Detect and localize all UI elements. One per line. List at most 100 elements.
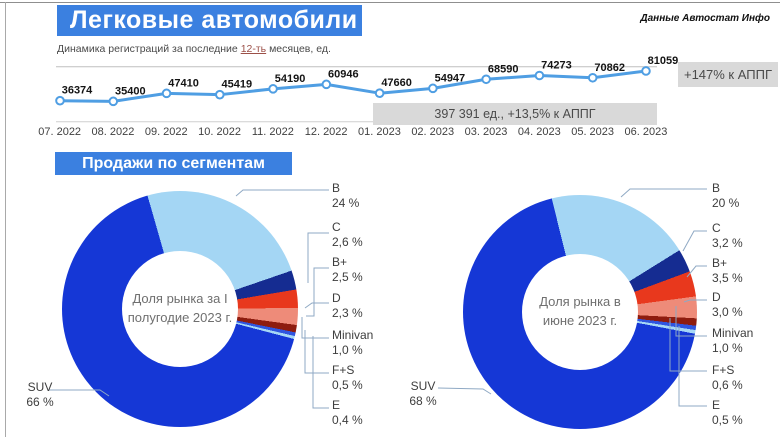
chart-subtitle: Динамика регистраций за последние 12-ть … [57,43,331,55]
segment-value: 1,0 % [712,341,743,355]
segment-value: 0,4 % [332,413,363,427]
segment-value: 3,2 % [712,236,743,250]
data-point [108,96,119,107]
callout-h1-bplus: B+ 2,5 % [332,255,363,285]
section-title: Продажи по сегментам [82,155,265,172]
segment-value: 3,5 % [712,271,743,285]
segment-value: 0,6 % [712,378,743,392]
source-label: Данные Автостат Инфо [640,13,770,24]
data-point [268,84,278,94]
data-point [587,72,598,83]
segment-name: Minivan [712,326,754,340]
data-point [321,79,332,90]
callout-june-c: C 3,2 % [712,221,743,251]
segment-name: C [712,221,721,235]
callout-h1-fs: F+S 0,5 % [332,363,363,393]
segment-name: Minivan [332,328,374,342]
x-axis-label: 05. 2023 [571,126,615,138]
segment-name: D [712,290,721,304]
data-point [641,66,651,76]
callout-june-bplus: B+ 3,5 % [712,256,743,286]
segment-value: 68 % [409,394,437,408]
donut-june-center-label: Доля рынка в июне 2023 г. [539,294,621,328]
data-point [161,88,172,99]
x-axis-label: 11. 2022 [251,126,294,138]
data-point [55,95,65,106]
data-point [428,83,438,94]
callout-june-suv: SUV 68 % [398,379,448,409]
segment-name: E [712,398,721,412]
data-label: 81059 [648,55,679,67]
segment-name: B [712,181,721,195]
segment-value: 24 % [332,196,360,210]
callout-june-d: D 3,0 % [712,290,743,320]
leader-h1-minivan [301,317,329,339]
data-label: 68590 [488,63,519,75]
data-point [481,74,491,85]
leader-h1-d [304,302,329,309]
leader-june-c [682,230,707,252]
data-label: 54947 [435,72,466,84]
data-point [374,88,385,98]
segment-name: B [332,181,341,195]
data-label: 35400 [115,85,146,97]
segment-name: SUV [27,380,53,394]
data-label: 47660 [381,77,412,89]
segment-name: SUV [410,379,436,393]
segment-value: 66 % [26,395,54,409]
leader-h1-e [312,336,329,409]
segment-value: 2,5 % [332,270,363,284]
segment-value: 0,5 % [712,413,743,427]
segment-value: 20 % [712,196,740,210]
callout-h1-b: B 24 % [332,181,359,211]
x-axis-label: 09. 2022 [144,126,188,138]
yoy-band-annotation: 397 391 ед., +13,5% к АППГ [373,103,657,125]
x-axis-label: 01. 2023 [358,126,401,138]
data-label: 47410 [168,77,199,89]
leader-h1-c [307,232,329,283]
segment-value: 2,3 % [332,306,363,320]
x-axis-labels: 07. 2022 08. 2022 09. 2022 10. 2022 11. … [33,126,673,138]
segment-name: D [332,291,341,305]
segment-value: 1,0 % [332,343,363,357]
subtitle-text-suffix: месяцев, ед. [266,43,331,55]
callout-h1-suv: SUV 66 % [15,380,65,410]
data-point [215,89,225,100]
segment-value: 2,6 % [332,235,363,249]
segment-name: B+ [712,256,728,270]
callout-h1-minivan: Minivan 1,0 % [332,328,373,358]
data-label: 54190 [275,73,306,85]
page-top-border [0,2,780,3]
data-label: 36374 [62,85,93,97]
leader-june-b [620,188,707,198]
callout-june-e: E 0,5 % [712,398,743,428]
leader-h1-b [235,189,329,197]
donut-h1-ring: Доля рынка за I полугодие 2023 г. [62,191,298,427]
callout-h1-d: D 2,3 % [332,291,363,321]
leader-h1-fs [304,330,329,374]
page-title: Легковые автомобили [70,6,358,34]
callout-h1-e: E 0,4 % [332,398,363,428]
segment-name: E [332,398,341,412]
donut-june-ring: Доля рынка в июне 2023 г. [463,195,697,429]
segment-name: B+ [332,255,348,269]
callout-june-fs: F+S 0,6 % [712,363,743,393]
donut-h1-center-label: Доля рынка за I полугодие 2023 г. [127,291,233,325]
data-label: 60946 [328,68,359,80]
x-axis-label: 08. 2022 [91,126,135,138]
x-axis-label: 12. 2022 [304,126,348,138]
page-title-box: Легковые автомобили [57,5,362,36]
segment-value: 0,5 % [332,378,363,392]
leader-h1-bplus [306,267,329,317]
x-axis-label: 07. 2022 [38,126,82,138]
subtitle-text-prefix: Динамика регистраций за последние [57,43,241,55]
donut-h1-hole [122,251,238,367]
data-label: 45419 [222,79,253,91]
segment-name: C [332,220,341,234]
subtitle-highlight-link[interactable]: 12-ть [240,43,267,55]
page-left-border [5,2,6,437]
data-label: 70862 [594,62,625,74]
callout-june-b: B 20 % [712,181,739,211]
section-title-box: Продажи по сегментам [55,152,292,175]
